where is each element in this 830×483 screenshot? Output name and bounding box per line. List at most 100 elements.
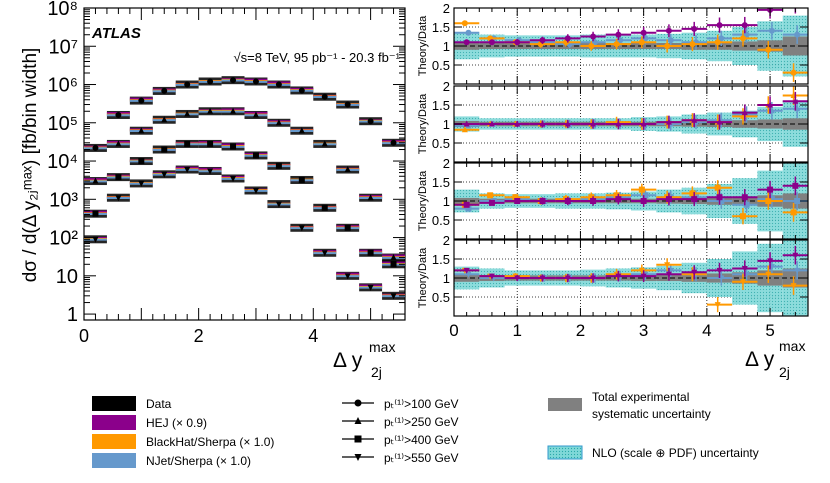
main-y-tick-label: 10 [56, 266, 78, 288]
hej-ratio-marker [463, 39, 470, 46]
data-point [184, 167, 191, 174]
ratio-y-tick-label: 2 [443, 1, 450, 16]
main-series [84, 107, 405, 262]
njet-ratio-marker [718, 198, 725, 204]
data-point [115, 195, 122, 202]
legend-pt-label: pₜ⁽¹⁾>250 GeV [384, 415, 458, 429]
data-point [92, 236, 99, 243]
hej-ratio-marker [665, 118, 672, 125]
ratio-panels: 0.511.52Theory/Data0.511.52Theory/Data0.… [417, 1, 809, 340]
legend-pt-marker [354, 417, 362, 424]
main-y-tick-label: 10⁶ [48, 75, 78, 97]
legend-nlo-entry: NLO (scale ⊕ PDF) uncertainty [547, 445, 759, 460]
main-y-axis-title: dσ / d(Δ y₂ⱼᵐᵃˣ) [fb/bin width] [20, 48, 41, 283]
legend-syst-swatch [548, 398, 582, 411]
blackhat-ratio-marker [664, 262, 671, 269]
blackhat-ratio-marker [689, 41, 696, 48]
data-point [367, 249, 374, 256]
hej-ratio-marker [514, 275, 521, 282]
ratio-x-tick-label: 0 [449, 321, 458, 340]
njet-ratio-marker [794, 267, 801, 274]
ratio-panel-data [454, 163, 808, 239]
hej-ratio-marker [691, 269, 698, 276]
data-point [92, 210, 99, 217]
legend-pt-marker [354, 454, 362, 461]
main-x-tick-label: 0 [79, 326, 89, 346]
data-point [390, 254, 397, 261]
ratio-y-tick-label: 1.5 [432, 175, 450, 190]
hej-ratio-marker [741, 194, 748, 201]
main-y-tick-label: 1 [67, 304, 78, 326]
hej-ratio-marker [792, 252, 799, 259]
data-point [252, 152, 259, 159]
hej-ratio-marker [640, 29, 647, 36]
blackhat-ratio-marker [638, 267, 645, 274]
ratio-y-tick-label: 0.5 [432, 213, 450, 228]
ratio-panel-4: 0.5 1 1.5 2 Theory/Data [417, 233, 809, 317]
ratio-y-tick-label: 1 [443, 117, 450, 132]
hej-ratio-marker [792, 97, 799, 104]
blackhat-ratio-marker [638, 39, 645, 46]
data-point [321, 93, 328, 100]
ratio-y-tick-label: 1.5 [432, 252, 450, 267]
syst-uncertainty-band [782, 36, 808, 56]
ratio-x-axis-title: Δ y max 2j [745, 338, 805, 380]
hej-ratio-marker [615, 31, 622, 38]
data-point [367, 284, 374, 291]
blackhat-ratio-marker [487, 192, 494, 199]
data-point [138, 97, 145, 104]
data-point [344, 273, 351, 280]
main-y-tick-label: 10² [49, 228, 78, 250]
legend-pt-label: pₜ⁽¹⁾>400 GeV [384, 433, 458, 447]
ratio-y-tick-label: 1.5 [432, 20, 450, 35]
njet-ratio-marker [768, 196, 775, 203]
legend-swatch [92, 434, 136, 449]
data-point [321, 250, 328, 257]
njet-ratio-marker [768, 27, 775, 34]
hej-ratio-marker [488, 273, 495, 280]
ratio-panel-2: 0.5 1 1.5 2 Theory/Data [417, 79, 809, 163]
syst-uncertainty-band [782, 268, 808, 288]
ratio-panel-data [454, 86, 808, 162]
njet-ratio-marker [465, 205, 472, 212]
main-x-axis: 0 2 4 [79, 8, 406, 346]
ratio-y-tick-label: 2 [443, 79, 450, 94]
data-point [367, 194, 374, 201]
main-series [84, 165, 405, 300]
main-y-tick-label: 10⁷ [49, 36, 78, 58]
legend-syst-entry: Total experimental systematic uncertaint… [548, 390, 711, 421]
legend-pt-label: pₜ⁽¹⁾>550 GeV [384, 451, 458, 465]
hej-ratio-marker [539, 120, 546, 127]
blackhat-ratio-marker [512, 194, 519, 201]
data-point [321, 204, 328, 211]
data-point [184, 81, 191, 88]
legend-swatch [92, 453, 136, 468]
legend-sample-label: Data [146, 397, 172, 411]
blackhat-ratio-marker [613, 41, 620, 48]
hej-ratio-marker [665, 271, 672, 278]
hej-ratio-marker [514, 39, 521, 46]
hej-ratio-marker [665, 27, 672, 34]
hej-ratio-marker [514, 198, 521, 204]
ratio-y-tick-label: 0.5 [432, 58, 450, 73]
legend: Data HEJ (× 0.9) BlackHat/Sherpa (× 1.0) NJ… [92, 390, 759, 468]
blackhat-ratio-marker [588, 43, 595, 49]
data-point [252, 111, 259, 118]
hej-ratio-marker [741, 22, 748, 29]
ratio-panel-3: 0.5 1 1.5 2 Theory/Data [417, 156, 809, 240]
ratio-x-tick-label: 2 [576, 321, 585, 340]
blackhat-ratio-marker [739, 35, 746, 42]
hej-ratio-marker [539, 198, 546, 204]
blackhat-ratio-marker [790, 209, 797, 216]
legend-sample-entries: Data HEJ (× 0.9) BlackHat/Sherpa (× 1.0) NJ… [92, 396, 274, 468]
ratio-panel-data [454, 8, 808, 84]
atlas-label: ATLAS [91, 25, 141, 42]
ratio-x-tick-label: 5 [765, 321, 774, 340]
syst-uncertainty-band [782, 118, 808, 130]
main-y-tick-label: 10⁴ [47, 151, 78, 173]
main-x-title-sub: 2j [371, 364, 382, 380]
legend-pt-entries: pₜ⁽¹⁾>100 GeV pₜ⁽¹⁾>250 GeV pₜ⁽¹⁾>400 GeV p… [342, 397, 458, 465]
hej-ratio-marker [564, 120, 571, 127]
data-point [207, 78, 214, 85]
njet-ratio-marker [465, 29, 472, 36]
